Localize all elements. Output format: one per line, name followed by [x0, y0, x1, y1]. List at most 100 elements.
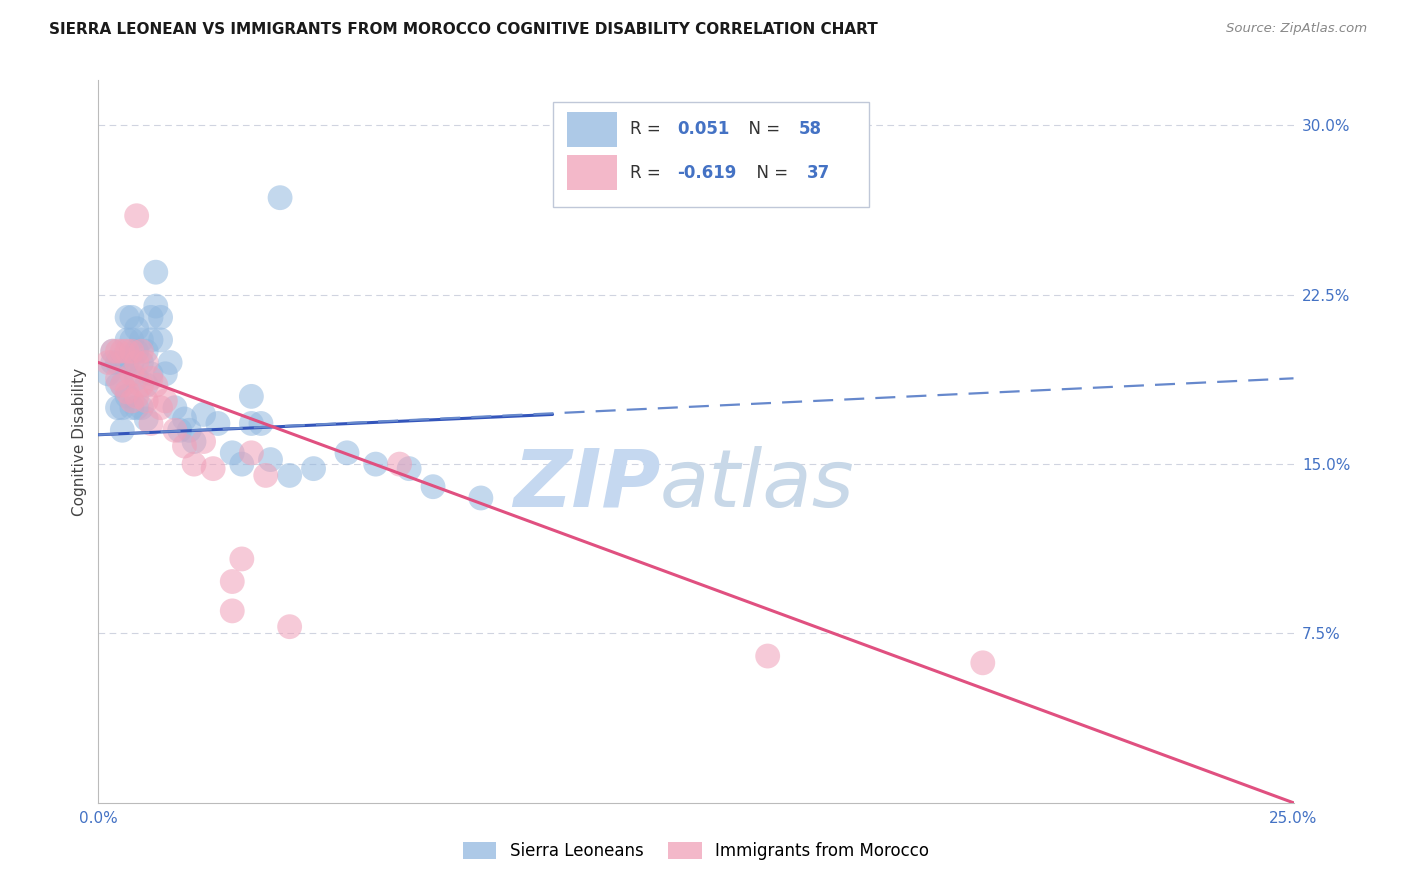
Point: [139, 371, 162, 385]
Point: [254, 468, 277, 483]
Point: [107, 371, 129, 385]
Point: [125, 355, 148, 369]
Point: [101, 344, 124, 359]
Point: [149, 310, 172, 325]
Point: [302, 461, 325, 475]
Text: 37: 37: [807, 164, 831, 182]
Point: [135, 378, 157, 392]
Point: [149, 333, 172, 347]
Point: [139, 367, 162, 381]
Point: [250, 417, 273, 431]
Point: [131, 333, 153, 347]
Point: [207, 417, 229, 431]
Point: [111, 355, 134, 369]
Point: [183, 434, 205, 449]
Point: [135, 344, 157, 359]
Point: [972, 656, 994, 670]
Point: [115, 310, 138, 325]
Point: [240, 389, 263, 403]
Point: [131, 355, 153, 369]
Point: [169, 423, 191, 437]
Point: [97, 355, 120, 369]
Point: [111, 378, 134, 392]
Point: [145, 378, 167, 392]
Text: SIERRA LEONEAN VS IMMIGRANTS FROM MOROCCO COGNITIVE DISABILITY CORRELATION CHART: SIERRA LEONEAN VS IMMIGRANTS FROM MOROCC…: [49, 22, 877, 37]
Point: [125, 209, 148, 223]
Point: [107, 401, 129, 415]
Point: [121, 310, 143, 325]
Point: [422, 480, 444, 494]
Point: [155, 367, 177, 381]
Point: [221, 574, 243, 589]
Point: [97, 367, 120, 381]
Point: [173, 412, 195, 426]
Point: [111, 401, 134, 415]
Point: [278, 468, 301, 483]
Point: [139, 310, 162, 325]
Point: [115, 389, 138, 403]
Point: [231, 552, 253, 566]
Y-axis label: Cognitive Disability: Cognitive Disability: [72, 368, 87, 516]
Point: [135, 412, 157, 426]
Text: Source: ZipAtlas.com: Source: ZipAtlas.com: [1226, 22, 1367, 36]
Point: [121, 367, 143, 381]
Point: [221, 446, 243, 460]
Point: [121, 344, 143, 359]
Point: [101, 355, 124, 369]
Point: [202, 461, 225, 475]
Point: [107, 344, 129, 359]
Point: [125, 344, 148, 359]
Text: N =: N =: [738, 120, 785, 138]
Point: [121, 393, 143, 408]
Point: [163, 401, 186, 415]
Point: [221, 604, 243, 618]
Point: [259, 452, 281, 467]
Point: [125, 389, 148, 403]
Text: R =: R =: [630, 120, 666, 138]
Point: [240, 446, 263, 460]
Point: [155, 393, 177, 408]
Bar: [567, 155, 617, 190]
Point: [139, 417, 162, 431]
Text: R =: R =: [630, 164, 666, 182]
Point: [107, 378, 129, 392]
Point: [125, 321, 148, 335]
Point: [125, 401, 148, 415]
Point: [278, 620, 301, 634]
Point: [121, 401, 143, 415]
Point: [269, 191, 291, 205]
Point: [111, 344, 134, 359]
Point: [135, 393, 157, 408]
Point: [111, 423, 134, 437]
Point: [149, 401, 172, 415]
Text: ZIP: ZIP: [513, 446, 661, 524]
Point: [179, 423, 201, 437]
Point: [111, 378, 134, 392]
Point: [101, 344, 124, 359]
Legend: Sierra Leoneans, Immigrants from Morocco: Sierra Leoneans, Immigrants from Morocco: [457, 835, 935, 867]
FancyBboxPatch shape: [553, 102, 869, 207]
Text: 0.051: 0.051: [676, 120, 730, 138]
Point: [173, 439, 195, 453]
Point: [193, 434, 215, 449]
Point: [115, 355, 138, 369]
Text: -0.619: -0.619: [676, 164, 737, 182]
Text: N =: N =: [747, 164, 793, 182]
Point: [193, 408, 215, 422]
Point: [131, 378, 153, 392]
Point: [107, 355, 129, 369]
Point: [131, 401, 153, 415]
Point: [115, 333, 138, 347]
Point: [115, 344, 138, 359]
Point: [125, 371, 148, 385]
Point: [139, 333, 162, 347]
Point: [121, 355, 143, 369]
Point: [240, 417, 263, 431]
Point: [231, 457, 253, 471]
Point: [336, 446, 359, 460]
Point: [135, 355, 157, 369]
Point: [470, 491, 492, 505]
Point: [756, 648, 779, 663]
Point: [159, 355, 181, 369]
Point: [388, 457, 411, 471]
